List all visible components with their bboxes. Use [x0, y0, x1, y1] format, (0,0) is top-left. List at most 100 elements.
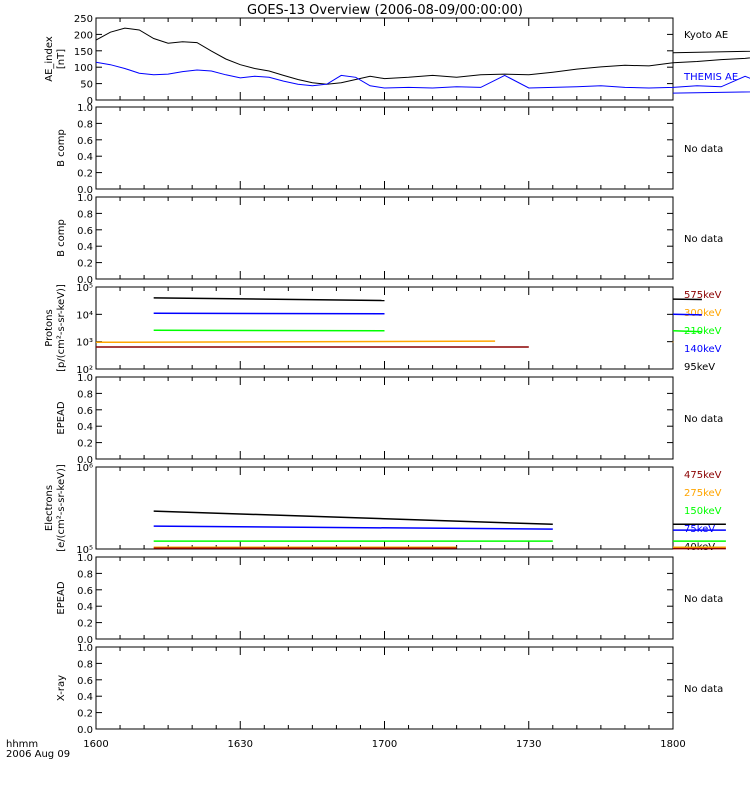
y-tick-label: 10⁶ [76, 463, 93, 474]
x-tick-label: 1800 [660, 739, 685, 750]
y-tick-label: 0.4 [77, 242, 93, 253]
y-tick-label: 250 [74, 14, 93, 25]
y-tick-label: 0.0 [77, 725, 93, 736]
y-tick-label: 0.4 [77, 602, 93, 613]
panel-ae: 0 50 100 150 200 250 AE_index [nT] Kyoto AE THEMI… [44, 14, 750, 107]
y-tick-label: 0.8 [77, 119, 93, 130]
panel-epead1: 0.0 0.2 0.4 0.6 0.8 1.0 EPEAD No data [56, 373, 723, 466]
y-tick-label: 1.0 [77, 103, 93, 114]
y-tick-label: 0.4 [77, 422, 93, 433]
y-tick-label: 200 [74, 30, 93, 41]
series-segment [672, 330, 702, 333]
no-data-label: No data [684, 594, 723, 605]
y-tick-label: 1.0 [77, 643, 93, 654]
legend-entry: 210keV [684, 326, 722, 337]
x-tick-label: 1630 [228, 739, 253, 750]
legend-entry: 95keV [684, 362, 715, 373]
y-tick-label: 0.6 [77, 136, 93, 147]
series-segment [95, 340, 496, 344]
series-segment [672, 313, 702, 316]
y-tick-label: 1.0 [77, 553, 93, 564]
y-tick-label: 0.6 [77, 586, 93, 597]
panel-frame [95, 646, 674, 730]
legend-entry: 150keV [684, 506, 722, 517]
y-tick-label: 1.0 [77, 373, 93, 384]
panel-frame [95, 196, 674, 280]
y-axis-label: Protons [44, 309, 55, 346]
panel-bcomp2: 0.0 0.2 0.4 0.6 0.8 1.0 B comp No data [56, 193, 723, 286]
no-data-label: No data [684, 684, 723, 695]
y-tick-label: 0 [87, 96, 93, 107]
x-tick-label: 1730 [516, 739, 541, 750]
y-axis-label: AE_index [44, 36, 55, 82]
panel-xray: 0.0 0.2 0.4 0.6 0.8 1.0 X-ray No data [56, 643, 723, 736]
series-segment [153, 297, 385, 302]
y-axis-label: EPEAD [56, 581, 67, 615]
series-segment [153, 510, 553, 526]
y-tick-label: 10⁵ [76, 545, 93, 556]
y-tick-label: 0.6 [77, 406, 93, 417]
y-axis-label: B comp [56, 219, 67, 257]
legend-entry: 575keV [684, 290, 722, 301]
legend-entry: 275keV [684, 488, 722, 499]
footer-time-label: hhmm [6, 739, 38, 750]
y-tick-label: 10² [76, 365, 93, 376]
y-tick-label: 0.2 [77, 259, 93, 270]
y-tick-label: 0.0 [77, 185, 93, 196]
y-axis-label: [p/(cm²-s-sr-keV)] [56, 284, 67, 372]
y-tick-label: 0.2 [77, 169, 93, 180]
legend-entry: 475keV [684, 470, 722, 481]
no-data-label: No data [684, 234, 723, 245]
y-tick-label: 150 [74, 47, 93, 58]
y-tick-label: 0.6 [77, 226, 93, 237]
y-axis-label: Electrons [44, 485, 55, 531]
y-tick-label: 0.8 [77, 389, 93, 400]
panel-frame [95, 466, 674, 550]
panel-protons: 10² 10³ 10⁴ 10⁵ Protons [p/(cm²-s-sr-keV)] 575… [44, 283, 722, 376]
x-tick-label: 1600 [83, 739, 108, 750]
panel-epead2: 0.0 0.2 0.4 0.6 0.8 1.0 EPEAD No data [56, 553, 723, 646]
y-tick-label: 0.4 [77, 692, 93, 703]
legend-entry: THEMIS AE [683, 72, 738, 83]
legend-entry: 300keV [684, 308, 722, 319]
y-tick-label: 0.2 [77, 709, 93, 720]
legend-entry: Kyoto AE [684, 30, 728, 41]
y-axis-label: [e/(cm²-s-sr-keV)] [56, 464, 67, 552]
panel-frame [95, 286, 674, 370]
y-tick-label: 0.6 [77, 676, 93, 687]
series-segment [153, 525, 553, 530]
y-axis-label: X-ray [56, 675, 67, 701]
y-tick-label: 10⁴ [76, 310, 93, 321]
panel-electrons: 10⁵ 10⁶ Electrons [e/(cm²-s-sr-keV)] 475keV 2… [44, 463, 726, 556]
series-segment [153, 312, 385, 315]
y-tick-label: 100 [74, 63, 93, 74]
y-tick-label: 0.8 [77, 209, 93, 220]
y-tick-label: 0.2 [77, 439, 93, 450]
no-data-label: No data [684, 414, 723, 425]
x-tick-label: 1700 [372, 739, 397, 750]
y-tick-label: 10⁵ [76, 283, 93, 294]
panel-frame [95, 556, 674, 640]
panel-frame [95, 376, 674, 460]
footer-date-label: 2006 Aug 09 [6, 749, 70, 760]
no-data-label: No data [684, 144, 723, 155]
x-axis: 1600 1630 1700 1730 1800 [83, 739, 685, 750]
series-line [95, 27, 750, 85]
y-tick-label: 0.8 [77, 569, 93, 580]
y-tick-label: 50 [80, 80, 93, 91]
panel-frame [95, 106, 674, 190]
panels-group: 0 50 100 150 200 250 AE_index [nT] Kyoto AE THEMI… [44, 14, 750, 736]
y-axis-label: EPEAD [56, 401, 67, 435]
series-segment [153, 329, 385, 332]
y-tick-label: 0.2 [77, 619, 93, 630]
y-axis-label: B comp [56, 129, 67, 167]
page-title: GOES-13 Overview (2006-08-09/00:00:00) [247, 3, 523, 18]
panel-bcomp1: 0.0 0.2 0.4 0.6 0.8 1.0 B comp No data [56, 103, 723, 196]
y-tick-label: 0.4 [77, 152, 93, 163]
y-tick-label: 0.0 [77, 455, 93, 466]
y-tick-label: 0.0 [77, 275, 93, 286]
series-line [95, 61, 750, 94]
y-tick-label: 0.8 [77, 659, 93, 670]
y-tick-label: 1.0 [77, 193, 93, 204]
